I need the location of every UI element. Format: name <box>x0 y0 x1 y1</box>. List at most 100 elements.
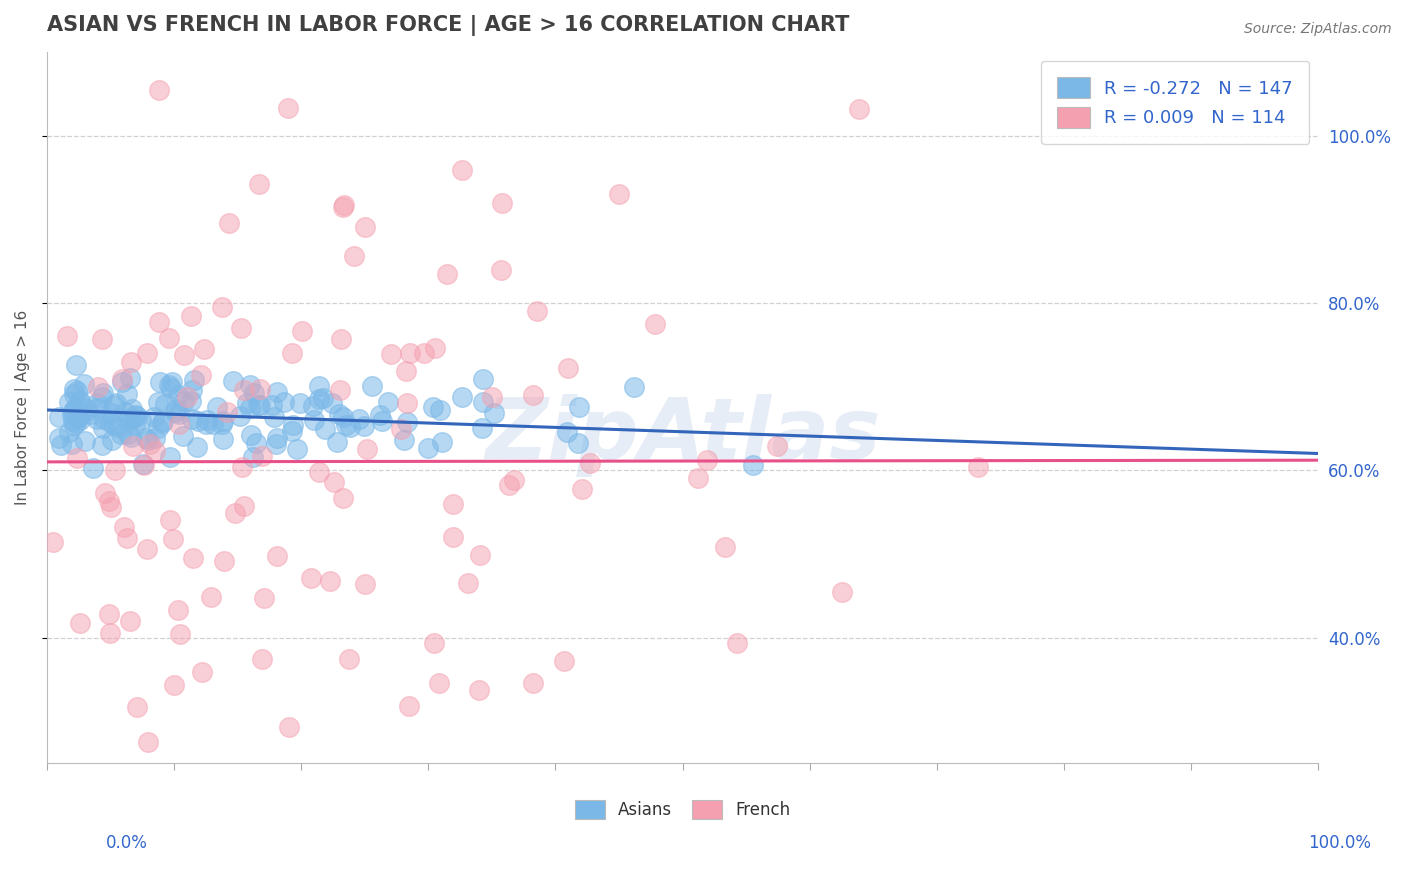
Point <box>332 491 354 506</box>
Point <box>429 402 451 417</box>
Point <box>395 396 418 410</box>
Point <box>62 414 84 428</box>
Point <box>370 409 392 423</box>
Point <box>312 391 335 405</box>
Point <box>247 177 270 191</box>
Point <box>62 403 84 417</box>
Point <box>567 436 589 450</box>
Point <box>66 384 89 398</box>
Point <box>136 735 159 749</box>
Point <box>353 419 375 434</box>
Point <box>69 413 91 427</box>
Point <box>212 413 235 427</box>
Point <box>42 535 65 549</box>
Point <box>135 431 157 445</box>
Point <box>98 607 121 621</box>
Point <box>167 387 190 401</box>
Point <box>60 436 83 450</box>
Point <box>491 196 513 211</box>
Point <box>112 520 135 534</box>
Point <box>436 267 458 281</box>
Point <box>266 549 288 564</box>
Point <box>75 404 97 418</box>
Point <box>120 354 142 368</box>
Point <box>688 471 710 485</box>
Point <box>200 591 222 605</box>
Point <box>181 383 204 397</box>
Point <box>522 676 544 690</box>
Point <box>252 449 274 463</box>
Point <box>103 418 125 433</box>
Point <box>356 442 378 456</box>
Point <box>349 412 371 426</box>
Point <box>124 408 146 422</box>
Point <box>82 460 104 475</box>
Point <box>725 636 748 650</box>
Point <box>195 417 218 431</box>
Point <box>98 494 121 508</box>
Point <box>277 101 299 115</box>
Point <box>579 456 602 470</box>
Point <box>212 432 235 446</box>
Point <box>66 451 89 466</box>
Point <box>183 373 205 387</box>
Point <box>66 409 89 424</box>
Point <box>162 532 184 546</box>
Point <box>118 614 141 628</box>
Point <box>468 548 491 562</box>
Point <box>335 417 357 432</box>
Point <box>281 418 304 433</box>
Point <box>149 376 172 390</box>
Text: ASIAN VS FRENCH IN LABOR FORCE | AGE > 16 CORRELATION CHART: ASIAN VS FRENCH IN LABOR FORCE | AGE > 1… <box>46 15 849 36</box>
Point <box>48 431 70 445</box>
Point <box>165 402 187 417</box>
Point <box>481 390 503 404</box>
Point <box>308 379 330 393</box>
Point <box>187 414 209 428</box>
Point <box>242 450 264 465</box>
Point <box>273 394 295 409</box>
Point <box>607 186 630 201</box>
Point <box>264 436 287 450</box>
Point <box>380 347 402 361</box>
Point <box>139 436 162 450</box>
Point <box>266 431 288 445</box>
Point <box>250 652 273 666</box>
Point <box>236 395 259 409</box>
Point <box>75 401 97 415</box>
Point <box>86 396 108 410</box>
Point <box>471 421 494 435</box>
Point <box>104 395 127 409</box>
Point <box>63 387 86 401</box>
Point <box>48 410 70 425</box>
Point <box>79 407 101 421</box>
Point <box>299 571 322 585</box>
Point <box>211 300 233 314</box>
Point <box>195 413 218 427</box>
Point <box>180 310 202 324</box>
Point <box>318 574 340 588</box>
Point <box>253 591 276 605</box>
Point <box>107 420 129 434</box>
Point <box>553 654 575 668</box>
Point <box>110 372 132 386</box>
Point <box>67 393 90 408</box>
Point <box>571 483 593 497</box>
Point <box>150 417 173 431</box>
Point <box>321 395 343 409</box>
Point <box>104 463 127 477</box>
Point <box>100 500 122 514</box>
Point <box>211 417 233 431</box>
Point <box>468 683 491 698</box>
Point <box>167 407 190 421</box>
Point <box>522 388 544 402</box>
Point <box>291 325 314 339</box>
Point <box>423 341 446 355</box>
Point <box>103 398 125 412</box>
Text: 0.0%: 0.0% <box>105 834 148 852</box>
Point <box>127 700 149 714</box>
Point <box>441 530 464 544</box>
Point <box>117 531 139 545</box>
Point <box>93 412 115 426</box>
Text: 100.0%: 100.0% <box>1308 834 1371 852</box>
